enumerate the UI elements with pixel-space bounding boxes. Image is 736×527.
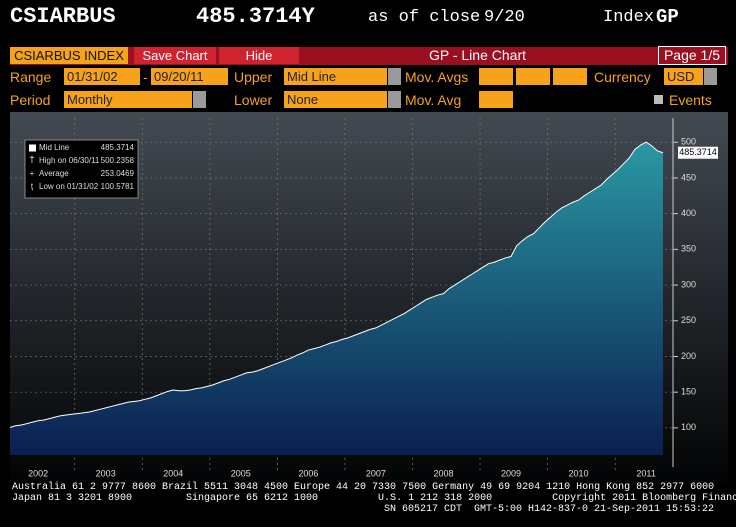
input[interactable]: 01/31/02: [64, 68, 140, 85]
page-indicator[interactable]: Page 1/5: [658, 46, 726, 65]
footer-line: SN 605217 CDT GMT-5:00 H142-837-0 21-Sep…: [384, 504, 715, 515]
input[interactable]: [479, 68, 513, 85]
x-tick-label: 2008: [433, 468, 453, 478]
legend-label: High on 06/30/11: [39, 156, 100, 165]
x-tick-label: 2010: [569, 468, 589, 478]
dropdown-arrow[interactable]: [704, 68, 717, 85]
dropdown-arrow[interactable]: [388, 68, 401, 85]
legend-value: 485.3714: [101, 143, 135, 152]
legend-value: 100.5781: [101, 182, 135, 191]
label: Mov. Avgs: [405, 69, 469, 85]
legend-icon: ţ: [31, 182, 34, 191]
y-tick-label: 300: [681, 279, 696, 289]
legend-label: Mid Line: [39, 143, 70, 152]
label: Period: [10, 92, 51, 108]
dropdown[interactable]: USD: [664, 68, 703, 85]
input[interactable]: [479, 91, 513, 108]
label: Events: [669, 92, 712, 108]
last-value-box: [678, 146, 718, 159]
checkbox[interactable]: [654, 95, 663, 104]
x-tick-label: 2005: [231, 468, 251, 478]
x-tick-label: 2002: [28, 468, 48, 478]
y-tick-label: 350: [681, 244, 696, 254]
save-button[interactable]: Save Chart: [134, 47, 216, 64]
area: [10, 142, 663, 456]
footer-line: Japan 81 3 3201 8900 Singapore 65 6212 1…: [12, 493, 736, 504]
x-tick-label: 2007: [366, 468, 386, 478]
last-value-label: 485.3714: [679, 147, 717, 157]
label: Range: [10, 69, 52, 85]
date: 9/20: [484, 8, 525, 27]
y-tick-label: 150: [681, 387, 696, 397]
y-tick-label: 100: [681, 422, 696, 432]
legend-value: 253.0469: [101, 169, 135, 178]
index-label: Index: [603, 8, 655, 27]
dropdown[interactable]: Mid Line: [284, 68, 387, 85]
input[interactable]: [516, 68, 550, 85]
y-tick-label: 200: [681, 351, 696, 361]
dropdown-arrow[interactable]: [193, 91, 206, 108]
legend-icon: +: [30, 169, 35, 178]
hide-button[interactable]: Hide: [219, 47, 299, 64]
legend-swatch: [29, 144, 36, 152]
y-tick-label: 500: [681, 137, 696, 147]
dropdown[interactable]: Monthly: [64, 91, 192, 108]
x-tick-label: 2011: [636, 468, 655, 478]
label: -: [143, 69, 148, 85]
as-of: as of close: [368, 8, 481, 27]
dropdown[interactable]: None: [284, 91, 387, 108]
label: Currency: [594, 69, 651, 85]
input[interactable]: [553, 68, 587, 85]
dropdown-arrow[interactable]: [388, 91, 401, 108]
label: Mov. Avg: [405, 92, 462, 108]
x-tick-label: 2004: [163, 468, 183, 478]
y-tick-label: 250: [681, 315, 696, 325]
footer-line: Australia 61 2 9777 8600 Brazil 5511 304…: [12, 482, 715, 493]
input[interactable]: 09/20/11: [151, 68, 228, 85]
security-button[interactable]: CSIARBUS INDEX: [10, 47, 128, 64]
x-tick-label: 2006: [298, 468, 318, 478]
y-tick-label: 450: [681, 172, 696, 182]
y-tick-label: 400: [681, 208, 696, 218]
legend-label: Average: [39, 169, 69, 178]
x-tick-label: 2009: [501, 468, 521, 478]
toolbar-title: GP - Line Chart: [428, 47, 526, 63]
legend-value: 500.2358: [101, 156, 135, 165]
legend-label: Low on 01/31/02: [39, 182, 99, 191]
info-box: [24, 139, 139, 199]
price: 485.3714Y: [196, 4, 315, 29]
legend-icon: Ť: [30, 156, 35, 165]
label: Upper: [234, 69, 273, 85]
chart: 2002 2003 2004 2005 2006 2007 2008 2009 2010 2011…: [10, 112, 728, 482]
ticker: CSIARBUS: [10, 4, 116, 29]
function: GP: [656, 6, 679, 28]
x-tick-label: 2003: [96, 468, 116, 478]
line: [10, 141, 664, 428]
label: Lower: [234, 92, 273, 108]
